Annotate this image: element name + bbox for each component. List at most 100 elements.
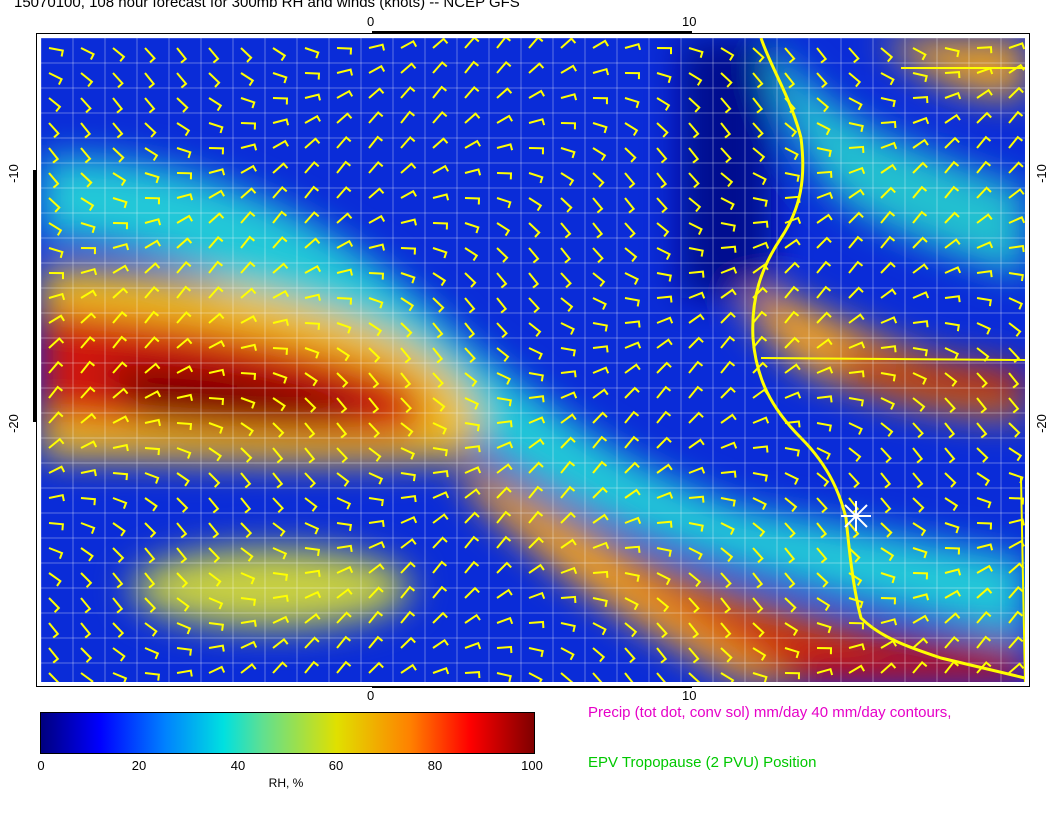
wind-barb xyxy=(400,218,417,226)
wind-barb xyxy=(144,310,160,324)
wind-barb xyxy=(144,597,157,613)
wind-barb xyxy=(176,669,193,677)
wind-barb xyxy=(560,538,577,549)
wind-barb xyxy=(112,522,126,537)
wind-barb xyxy=(688,572,702,588)
wind-barb xyxy=(560,122,577,130)
wind-barb xyxy=(912,447,924,464)
wind-barb xyxy=(1008,42,1025,50)
wind-barb xyxy=(304,293,321,301)
wind-barb xyxy=(80,360,96,374)
wind-barb xyxy=(976,322,992,335)
wind-barb xyxy=(336,186,352,199)
wind-barb xyxy=(464,372,478,388)
wind-barb xyxy=(176,337,193,349)
wind-barb xyxy=(912,161,928,174)
wind-barb xyxy=(144,672,161,681)
wind-barb xyxy=(528,197,543,212)
wind-barb xyxy=(912,210,928,224)
wind-barb xyxy=(400,372,412,389)
wind-barb xyxy=(80,469,97,477)
wind-barb xyxy=(48,622,60,639)
wind-barb xyxy=(112,547,125,563)
wind-barb xyxy=(976,422,988,439)
wind-barb xyxy=(784,122,798,138)
wind-barb xyxy=(880,447,892,464)
wind-barb xyxy=(912,593,930,601)
wind-barb xyxy=(1008,636,1024,649)
wind-barb xyxy=(1008,347,1021,364)
wind-barb xyxy=(400,636,416,649)
rh-wind-map xyxy=(41,38,1025,682)
wind-barb xyxy=(144,647,160,660)
wind-barb xyxy=(880,97,896,108)
wind-barb xyxy=(880,597,897,605)
wind-barb xyxy=(112,647,126,662)
wind-barb xyxy=(816,147,832,158)
wind-barb xyxy=(528,591,546,600)
wind-barb xyxy=(304,237,321,249)
colorbar-label: RH, % xyxy=(268,776,304,790)
wind-barb xyxy=(944,522,960,534)
wind-barb xyxy=(560,38,577,49)
wind-barb xyxy=(656,122,669,138)
wind-barb xyxy=(464,671,481,679)
wind-barb xyxy=(400,189,417,199)
wind-barb xyxy=(720,266,738,274)
wind-barb xyxy=(560,370,577,378)
wind-barb xyxy=(880,572,896,584)
wind-barb xyxy=(880,397,896,410)
wind-barb xyxy=(848,72,862,88)
wind-barb xyxy=(624,386,640,399)
wind-barb xyxy=(848,497,860,514)
wind-barb xyxy=(144,218,162,226)
wind-barb xyxy=(656,672,666,682)
wind-barb xyxy=(912,422,924,439)
wind-barb xyxy=(816,447,831,460)
wind-barb xyxy=(208,547,221,564)
wind-barb xyxy=(720,622,732,639)
wind-barb xyxy=(112,310,128,324)
wind-barb xyxy=(400,422,414,437)
wind-barb xyxy=(368,87,385,99)
wind-barb xyxy=(496,87,513,99)
wind-barb xyxy=(336,660,352,674)
wind-barb xyxy=(432,469,449,478)
wind-barb xyxy=(304,47,320,59)
wind-barb xyxy=(272,185,288,199)
wind-barb xyxy=(720,497,736,507)
wind-barb xyxy=(48,547,64,560)
wind-barb xyxy=(720,222,736,232)
wind-barb xyxy=(816,170,833,178)
wind-barb xyxy=(528,461,544,474)
wind-barb xyxy=(432,611,448,624)
wind-barb xyxy=(560,197,573,213)
wind-barb xyxy=(720,547,734,563)
wind-barb xyxy=(272,522,286,537)
wind-barb xyxy=(688,247,704,257)
wind-barb xyxy=(464,112,481,124)
wind-barb xyxy=(400,347,412,364)
colorbar-tick-80: 80 xyxy=(427,758,443,773)
wind-barb xyxy=(848,522,860,539)
wind-barb xyxy=(336,422,348,439)
wind-barb xyxy=(688,147,700,164)
wind-barb xyxy=(464,613,481,624)
wind-barb xyxy=(688,438,705,449)
wind-barb xyxy=(528,322,542,338)
wind-barb xyxy=(368,160,384,174)
wind-barb xyxy=(752,361,768,374)
wind-barb xyxy=(80,122,92,139)
wind-barb xyxy=(304,72,321,80)
wind-barb xyxy=(656,247,671,261)
wind-barb xyxy=(688,222,703,236)
wind-barb xyxy=(48,97,62,113)
wind-barb xyxy=(624,488,641,499)
wind-barb xyxy=(208,622,225,631)
wind-barb xyxy=(272,637,289,649)
wind-barb xyxy=(944,447,956,464)
wind-barb xyxy=(336,565,354,574)
wind-barb xyxy=(528,38,544,49)
wind-barb xyxy=(176,393,193,402)
wind-barb xyxy=(912,263,929,274)
